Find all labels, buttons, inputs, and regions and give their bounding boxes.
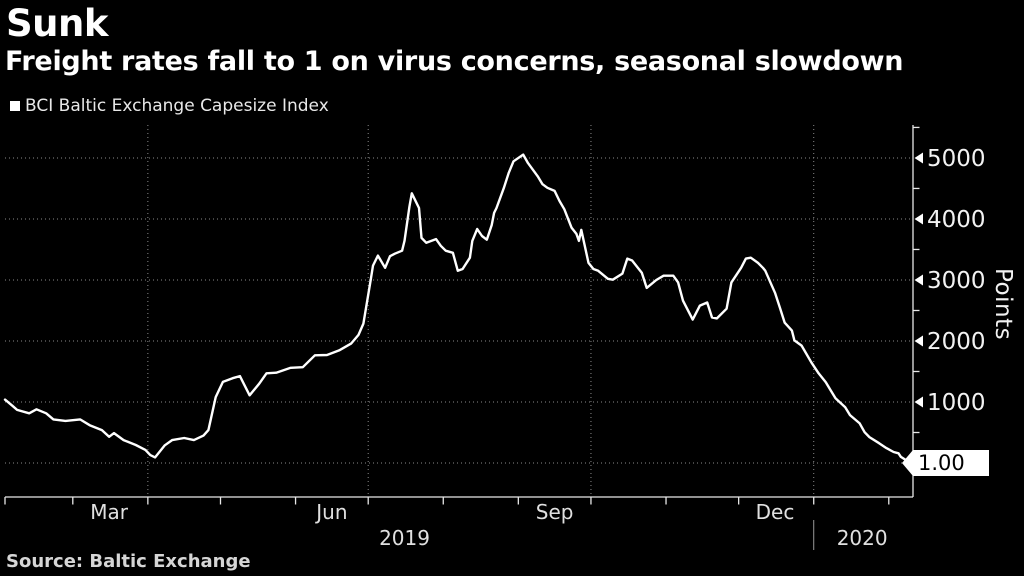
y-tick-label: 5000 xyxy=(927,146,986,172)
y-major-tick-arrow-icon xyxy=(914,335,923,347)
y-major-tick-arrow-icon xyxy=(914,396,923,408)
y-tick-label: 2000 xyxy=(927,329,986,355)
page-subtitle: Freight rates fall to 1 on virus concern… xyxy=(5,46,904,77)
last-value-label: 1.00 xyxy=(913,449,989,476)
y-axis-title: Points xyxy=(990,268,1016,341)
series-line xyxy=(3,153,912,465)
source-text: Source: Baltic Exchange xyxy=(6,551,251,572)
legend: BCI Baltic Exchange Capesize Index xyxy=(10,96,329,116)
y-major-tick-arrow-icon xyxy=(914,274,923,286)
y-tick-label: 3000 xyxy=(927,268,986,294)
page-title: Sunk xyxy=(6,2,108,45)
x-month-label: Dec xyxy=(756,500,795,524)
legend-swatch-icon xyxy=(10,101,20,111)
x-month-label: Sep xyxy=(536,500,574,524)
year-label: 2020 xyxy=(837,526,888,550)
year-label: 2019 xyxy=(379,526,430,550)
legend-label: BCI Baltic Exchange Capesize Index xyxy=(25,96,329,116)
y-tick-label: 1000 xyxy=(927,390,986,416)
last-value-tag: 1.00 xyxy=(902,449,989,476)
x-month-label: Jun xyxy=(314,500,347,524)
y-major-tick-arrow-icon xyxy=(914,213,923,225)
y-tick-label: 4000 xyxy=(927,207,986,233)
x-month-label: Mar xyxy=(90,500,129,524)
y-major-tick-arrow-icon xyxy=(914,152,923,164)
tag-arrow-icon xyxy=(902,449,913,476)
